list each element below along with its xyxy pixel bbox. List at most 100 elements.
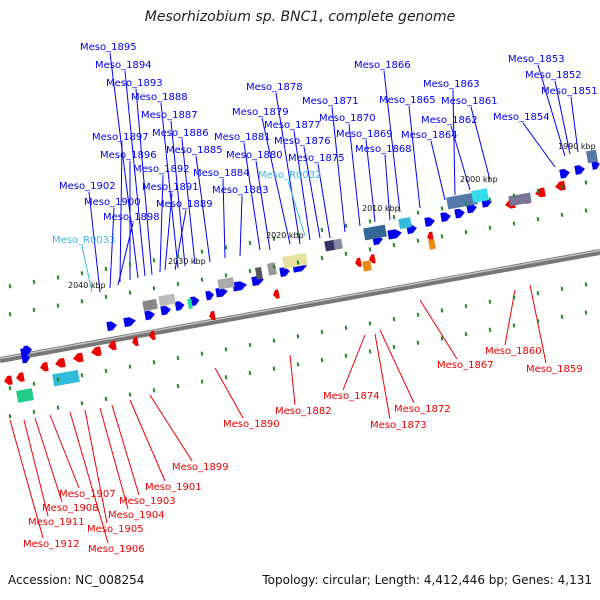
minor-tick-inner-bottom xyxy=(392,316,396,322)
gene-label-meso_1887: Meso_1887 xyxy=(141,110,198,121)
minor-tick-inner-bottom xyxy=(320,329,324,335)
minor-tick-inner-bottom xyxy=(176,355,180,361)
backbone-layer xyxy=(0,249,600,363)
leader-line-meso_1887 xyxy=(170,120,186,267)
leader-line-meso_1899 xyxy=(149,394,193,462)
gene-label-meso_1897: Meso_1897 xyxy=(92,132,149,143)
coordinate-tick-label: 2030 kbp xyxy=(168,257,206,266)
leader-line-meso_1881 xyxy=(243,142,261,251)
minor-tick-inner-top xyxy=(320,255,324,261)
backbone-line xyxy=(0,249,600,363)
reverse-gene-2 xyxy=(40,361,49,372)
minor-tick-inner-bottom xyxy=(152,360,156,365)
gene-block-green xyxy=(16,388,34,403)
forward-gene-22 xyxy=(574,165,585,175)
minor-tick-inner-bottom xyxy=(32,381,36,387)
minor-tick-inner-top xyxy=(272,264,276,269)
forward-gene-14 xyxy=(387,229,402,240)
minor-tick-outer-top xyxy=(560,184,564,189)
gene-label-meso_1880: Meso_1880 xyxy=(226,150,283,161)
minor-tick-outer-top xyxy=(200,249,204,254)
minor-tick-outer-bottom xyxy=(560,314,564,319)
figure-title: Mesorhizobium sp. BNC1, complete genome xyxy=(144,9,456,25)
leader-line-meso_1851 xyxy=(570,96,579,153)
gene-block-grey xyxy=(142,298,158,312)
minor-tick-outer-top xyxy=(344,223,348,228)
gene-label-meso_1884: Meso_1884 xyxy=(193,168,250,179)
forward-gene-4 xyxy=(160,305,171,316)
minor-tick-outer-top xyxy=(176,253,180,259)
leader-line-meso_r0033 xyxy=(81,245,93,293)
gene-label-meso_1865: Meso_1865 xyxy=(379,95,436,106)
gene-label-meso_1890: Meso_1890 xyxy=(223,419,280,430)
gene-label-meso_1893: Meso_1893 xyxy=(106,78,163,89)
leader-line-meso_1911 xyxy=(23,419,49,517)
minor-tick-outer-bottom xyxy=(344,353,348,358)
gene-label-meso_1878: Meso_1878 xyxy=(246,82,303,93)
gene-block-grey-2 xyxy=(217,276,235,290)
minor-tick-inner-top xyxy=(512,221,516,226)
leader-line-meso_1902 xyxy=(88,191,101,293)
reverse-gene-4 xyxy=(73,352,84,363)
gene-block-dark xyxy=(254,266,264,280)
minor-tick-inner-top xyxy=(152,286,156,291)
reverse-gene-6 xyxy=(108,340,117,351)
leader-line-meso_1907 xyxy=(49,414,80,489)
gene-label-meso_1892: Meso_1892 xyxy=(133,164,190,175)
minor-tick-inner-bottom xyxy=(128,364,132,369)
minor-tick-outer-bottom xyxy=(536,319,540,324)
leader-line-meso_1863 xyxy=(452,89,456,196)
minor-tick-outer-top xyxy=(296,232,300,237)
minor-tick-outer-top xyxy=(32,279,36,285)
gene-label-meso_1851: Meso_1851 xyxy=(541,86,598,97)
gene-block-grey-3 xyxy=(267,262,277,276)
minor-tick-outer-bottom xyxy=(320,357,324,363)
minor-tick-inner-top xyxy=(176,281,180,287)
gene-label-meso_1876: Meso_1876 xyxy=(274,136,331,147)
gene-label-meso_1866: Meso_1866 xyxy=(354,60,411,71)
leader-line-meso_1874 xyxy=(342,334,366,391)
minor-tick-outer-bottom xyxy=(104,396,108,402)
gene-label-meso_1902: Meso_1902 xyxy=(59,181,116,192)
forward-gene-9 xyxy=(232,281,247,292)
leader-line-meso_1895 xyxy=(109,52,139,279)
minor-tick-outer-bottom xyxy=(176,383,180,389)
minor-tick-inner-bottom xyxy=(512,295,516,300)
minor-tick-outer-bottom xyxy=(200,379,204,384)
minor-tick-outer-bottom xyxy=(416,340,420,345)
minor-tick-outer-top xyxy=(104,266,108,272)
minor-tick-inner-bottom xyxy=(224,347,228,352)
minor-tick-inner-bottom xyxy=(272,338,276,343)
gene-label-meso_1903: Meso_1903 xyxy=(119,496,176,507)
minor-tick-outer-top xyxy=(80,271,84,276)
leader-line-meso_1854 xyxy=(522,122,556,168)
gene-label-meso_1904: Meso_1904 xyxy=(108,510,165,521)
reverse-gene-13 xyxy=(427,231,434,242)
minor-tick-inner-top xyxy=(464,229,468,235)
gene-label-meso_1864: Meso_1864 xyxy=(401,130,458,141)
leader-line-meso_1892 xyxy=(159,174,164,273)
reverse-gene-9 xyxy=(209,310,216,321)
gene-label-meso_1905: Meso_1905 xyxy=(87,524,144,535)
topology-text: Topology: circular; Length: 4,412,446 bp… xyxy=(262,573,592,587)
minor-tick-outer-bottom xyxy=(224,375,228,380)
label-layer: 1990 kbp 2000 kbp 2010 kbp 2020 kbp 2030 kbp… xyxy=(23,42,598,555)
leader-line-meso_1866 xyxy=(383,70,401,213)
forward-gene-3 xyxy=(144,310,155,321)
leader-line-meso_1870 xyxy=(348,123,361,227)
leader-line-meso_1876 xyxy=(303,146,321,239)
gene-label-meso_1881: Meso_1881 xyxy=(214,132,271,143)
gene-label-meso_1877: Meso_1877 xyxy=(264,120,321,131)
minor-tick-inner-bottom xyxy=(56,377,60,382)
leader-line-meso_1890 xyxy=(214,367,244,419)
minor-tick-outer-top xyxy=(416,210,420,215)
minor-tick-inner-bottom xyxy=(464,303,468,309)
leader-line-meso_1871 xyxy=(331,106,346,233)
minor-tick-inner-top xyxy=(488,225,492,230)
minor-tick-outer-bottom xyxy=(368,349,372,354)
minor-tick-outer-bottom xyxy=(56,405,60,410)
leader-line-meso_1901 xyxy=(129,399,166,482)
gene-block-navy xyxy=(324,239,336,252)
leader-line-meso_1903 xyxy=(111,404,140,496)
